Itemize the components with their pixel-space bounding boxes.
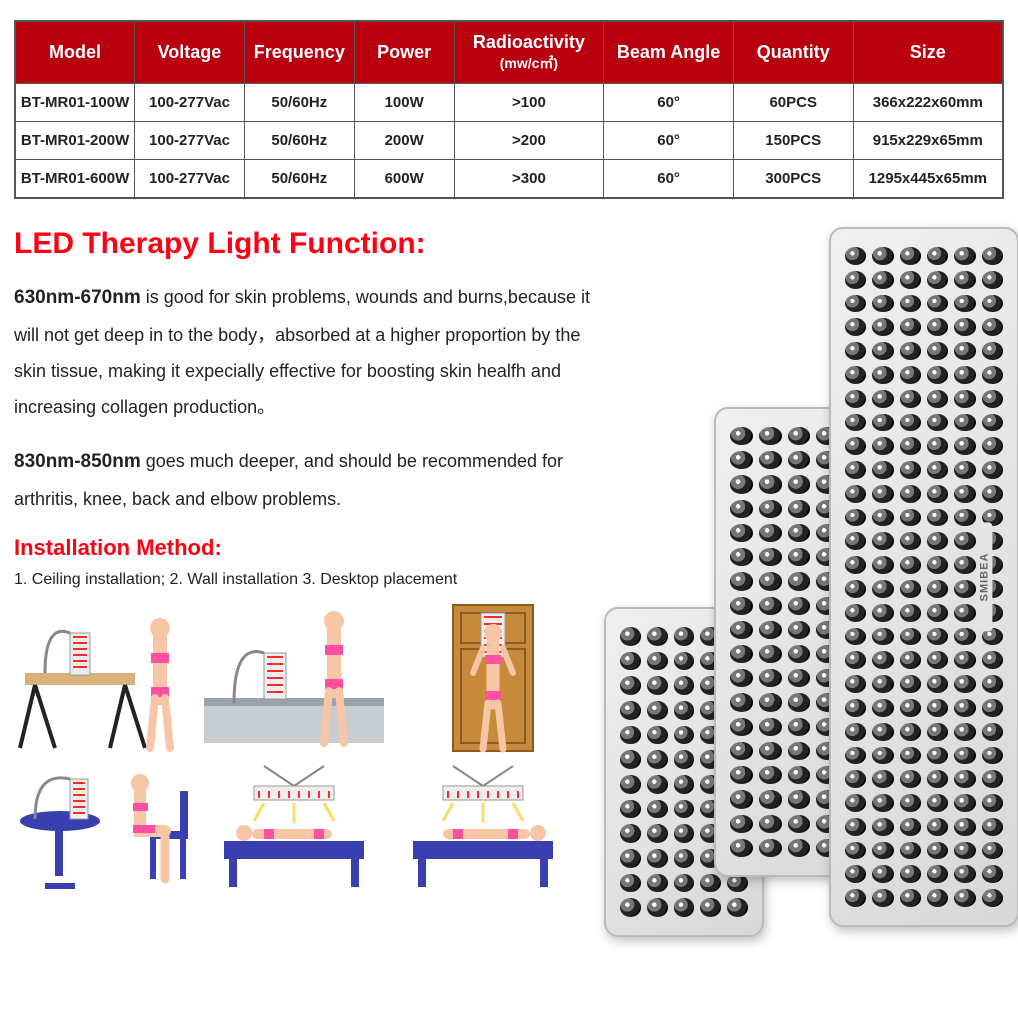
table-cell: 60°	[604, 84, 734, 122]
table-cell: 100-277Vac	[135, 160, 245, 199]
brand-label: SMIBEA	[977, 523, 993, 632]
table-row: BT-MR01-200W100-277Vac50/60Hz200W>20060°…	[15, 122, 1003, 160]
table-cell: 600W	[354, 160, 454, 199]
illus-sitting-table	[14, 761, 195, 891]
col-radioactivity: Radioactivity(mw/c㎡)	[454, 21, 604, 84]
col-model: Model	[15, 21, 135, 84]
table-cell: 200W	[354, 122, 454, 160]
table-cell: 915x229x65mm	[853, 122, 1003, 160]
table-cell: 100W	[354, 84, 454, 122]
table-cell: 50/60Hz	[244, 84, 354, 122]
illus-door-hanging	[393, 603, 574, 753]
function-title: LED Therapy Light Function:	[14, 227, 594, 261]
paragraph-830-850: 830nm-850nm goes much deeper, and should…	[14, 443, 594, 517]
table-cell: 60°	[604, 160, 734, 199]
illus-ceiling-bed-2	[393, 761, 574, 891]
illus-wall-standing	[203, 603, 384, 753]
table-cell: 1295x445x65mm	[853, 160, 1003, 199]
table-cell: BT-MR01-600W	[15, 160, 135, 199]
install-list: 1. Ceiling installation; 2. Wall install…	[14, 571, 594, 589]
install-title: Installation Method:	[14, 535, 594, 561]
table-cell: 50/60Hz	[244, 160, 354, 199]
table-cell: >200	[454, 122, 604, 160]
illustration-grid	[14, 603, 574, 891]
col-quantity: Quantity	[733, 21, 853, 84]
spec-table: ModelVoltageFrequencyPowerRadioactivity(…	[14, 20, 1004, 199]
lead-630: 630nm-670nm	[14, 287, 141, 308]
col-beam-angle: Beam Angle	[604, 21, 734, 84]
table-cell: 150PCS	[733, 122, 853, 160]
col-power: Power	[354, 21, 454, 84]
product-panels: SMIBEASMIBEASMIBEA	[604, 227, 1004, 967]
table-row: BT-MR01-100W100-277Vac50/60Hz100W>10060°…	[15, 84, 1003, 122]
table-cell: 300PCS	[733, 160, 853, 199]
table-cell: 60PCS	[733, 84, 853, 122]
lead-830: 830nm-850nm	[14, 451, 141, 472]
col-voltage: Voltage	[135, 21, 245, 84]
led-panel-large: SMIBEA	[829, 227, 1018, 927]
col-frequency: Frequency	[244, 21, 354, 84]
col-size: Size	[853, 21, 1003, 84]
table-cell: 366x222x60mm	[853, 84, 1003, 122]
table-row: BT-MR01-600W100-277Vac50/60Hz600W>30060°…	[15, 160, 1003, 199]
table-cell: BT-MR01-200W	[15, 122, 135, 160]
table-cell: 60°	[604, 122, 734, 160]
table-cell: 100-277Vac	[135, 122, 245, 160]
table-cell: BT-MR01-100W	[15, 84, 135, 122]
table-cell: 50/60Hz	[244, 122, 354, 160]
illus-ceiling-bed-1	[203, 761, 384, 891]
illus-desk-standing	[14, 603, 195, 753]
paragraph-630-670: 630nm-670nm is good for skin problems, w…	[14, 279, 594, 425]
table-cell: >100	[454, 84, 604, 122]
table-cell: >300	[454, 160, 604, 199]
table-cell: 100-277Vac	[135, 84, 245, 122]
